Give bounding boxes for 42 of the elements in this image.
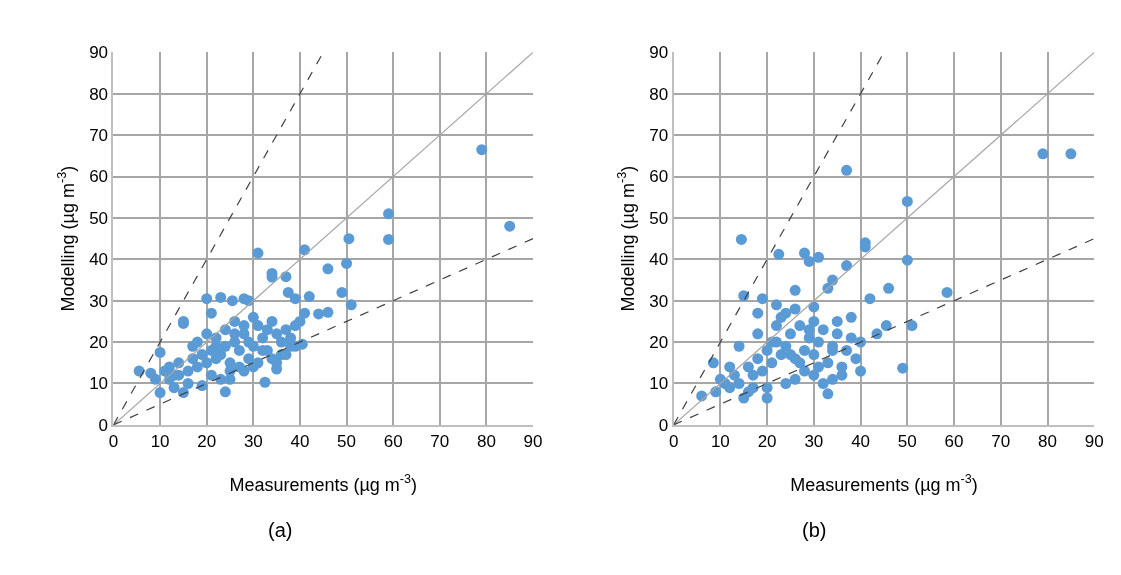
x-tick-label: 50	[337, 432, 357, 452]
x-axis-title: Measurements (µg m$^{-3}$)	[229, 472, 418, 495]
x-tick-label: 90	[1084, 432, 1104, 452]
text: (b)	[802, 519, 827, 541]
y-tick-label: 60	[649, 167, 669, 187]
x-tick-label: 20	[197, 432, 217, 452]
y-tick-label: 0	[98, 415, 109, 435]
x-tick-label: 70	[430, 432, 450, 452]
x-tick-label: 20	[757, 432, 777, 452]
y-tick-label: 20	[89, 333, 109, 353]
y-tick-label: 10	[89, 374, 109, 394]
y-tick-label: 40	[89, 250, 109, 270]
x-tick-label: 40	[290, 432, 310, 452]
y-tick-label: 70	[89, 126, 109, 146]
y-tick-label: 90	[649, 43, 669, 63]
y-tick-label: 80	[649, 84, 669, 104]
x-tick-label: 80	[1038, 432, 1058, 452]
text: (a)	[268, 519, 293, 541]
y-tick-label: 0	[658, 415, 669, 435]
x-tick-label: 70	[991, 432, 1011, 452]
y-tick-label: 50	[89, 208, 109, 228]
x-tick-label: 40	[851, 432, 871, 452]
x-tick-label: 30	[804, 432, 824, 452]
y-tick-label: 40	[649, 250, 669, 270]
y-tick-label: 50	[649, 208, 669, 228]
x-tick-label: 30	[243, 432, 263, 452]
x-tick-label: 50	[897, 432, 917, 452]
y-tick-label: 70	[649, 126, 669, 146]
y-tick-label: 80	[89, 84, 109, 104]
x-tick-label: 90	[523, 432, 543, 452]
x-axis-title: Measurements (µg m$^{-3}$)	[790, 472, 978, 495]
y-tick-label: 30	[89, 291, 109, 311]
x-tick-label: 60	[383, 432, 403, 452]
x-tick-label: 80	[476, 432, 496, 452]
x-tick-label: 60	[944, 432, 964, 452]
y-tick-label: 10	[649, 374, 669, 394]
y-tick-label: 30	[649, 291, 669, 311]
x-tick-label: 10	[710, 432, 730, 452]
x-tick-label: 10	[150, 432, 170, 452]
y-tick-label: 90	[89, 43, 109, 63]
y-tick-label: 60	[89, 167, 109, 187]
y-tick-label: 20	[649, 333, 669, 353]
